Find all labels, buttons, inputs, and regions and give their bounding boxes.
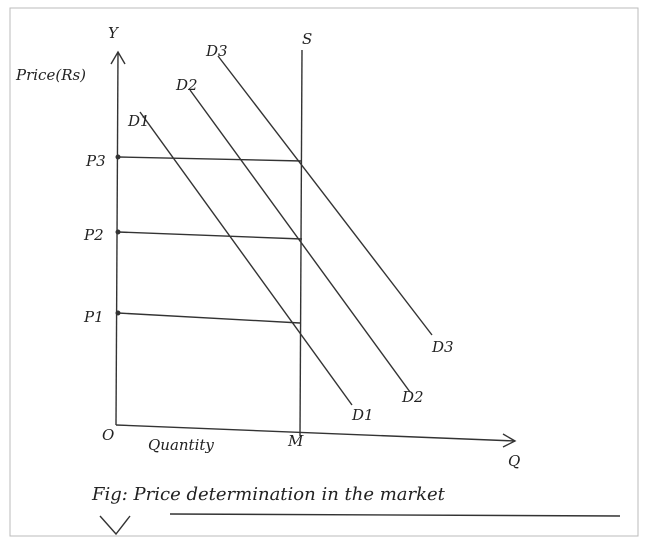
price-point (115, 229, 121, 235)
y-title: Price(Rs) (15, 66, 86, 84)
y-arrow (110, 50, 126, 65)
origin-label: O (102, 426, 114, 444)
y-label: Y (108, 24, 120, 42)
price-line (117, 156, 303, 162)
demand-line (189, 89, 411, 393)
price-point (115, 154, 121, 160)
price-label: P1 (83, 308, 104, 326)
caption-mark (99, 515, 131, 536)
demand-label: D1 (127, 112, 150, 130)
demand-label: D1 (351, 406, 374, 424)
x-axis (115, 424, 516, 442)
x-title: Quantity (148, 436, 214, 454)
frame (9, 7, 639, 537)
demand-line (217, 55, 433, 336)
demand-line (139, 111, 353, 406)
caption: Fig: Price determination in the market (91, 484, 446, 505)
price-point (115, 310, 121, 316)
demand-label: D2 (175, 76, 198, 94)
demand-label: D3 (205, 42, 228, 60)
price-line (117, 312, 301, 324)
quantity-point-label: M (287, 432, 304, 450)
x-arrow (502, 433, 517, 448)
y-axis (115, 51, 119, 426)
price-label: P3 (85, 152, 106, 170)
demand-label: D3 (431, 338, 454, 356)
supply-label: S (302, 30, 312, 48)
price-line (117, 231, 303, 240)
price-label: P2 (83, 226, 104, 244)
caption-underline (169, 513, 621, 517)
demand-label: D2 (401, 388, 424, 406)
x-label: Q (508, 452, 520, 470)
